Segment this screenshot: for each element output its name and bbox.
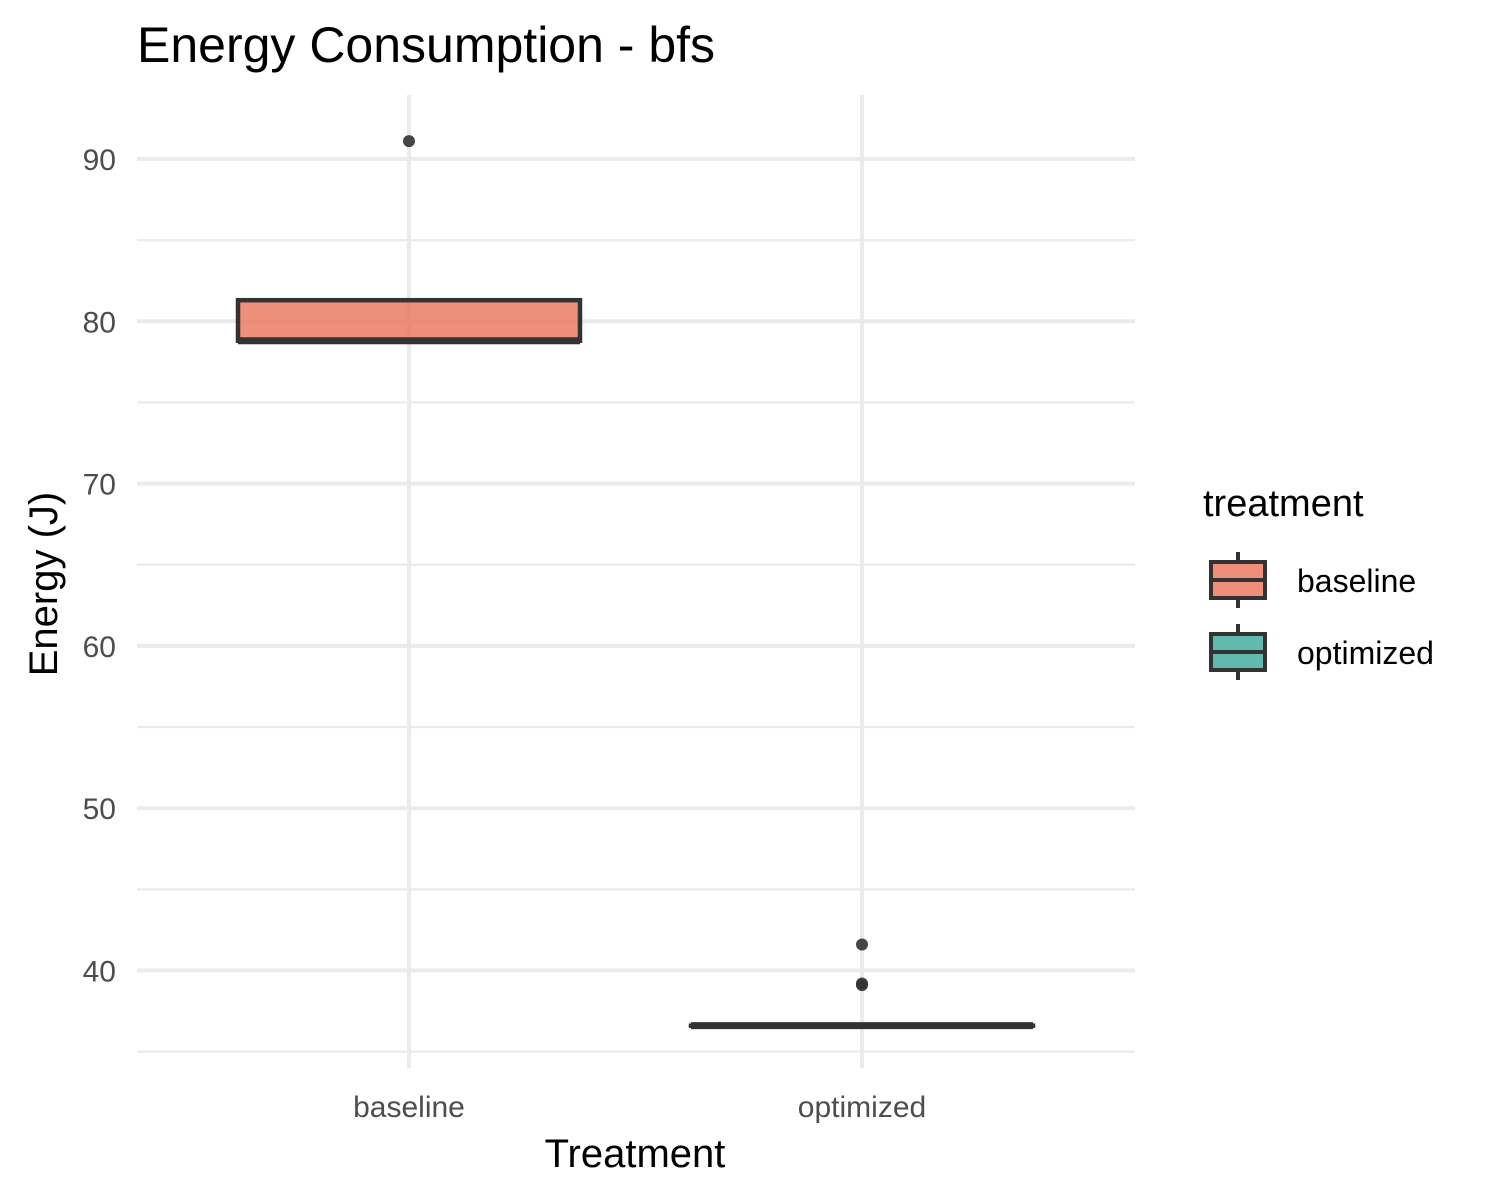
- legend: treatment baseline optimized: [1203, 483, 1434, 680]
- legend-label: baseline: [1297, 563, 1416, 599]
- legend-label: optimized: [1297, 635, 1434, 671]
- axis-ticks: 40 50 60 70 80 90 baseline optimized: [83, 144, 927, 1124]
- y-tick-label: 80: [83, 306, 116, 339]
- y-tick-label: 90: [83, 144, 116, 177]
- legend-item-baseline: baseline: [1209, 552, 1416, 608]
- grid: [137, 95, 1135, 1068]
- marks: [235, 135, 1036, 1030]
- chart-title: Energy Consumption - bfs: [137, 17, 715, 73]
- x-tick-label: baseline: [353, 1091, 465, 1124]
- outlier-point: [403, 135, 415, 148]
- outlier-point: [856, 977, 868, 990]
- box-body: [235, 297, 583, 344]
- y-tick-label: 40: [83, 956, 116, 989]
- x-axis-title: Treatment: [545, 1132, 726, 1176]
- x-tick-label: optimized: [798, 1091, 926, 1124]
- outlier-point: [856, 938, 868, 951]
- y-tick-label: 60: [83, 631, 116, 664]
- legend-item-optimized: optimized: [1209, 624, 1434, 680]
- y-tick-label: 70: [83, 469, 116, 502]
- box-optimized: [688, 938, 1036, 1030]
- box-baseline: [235, 135, 583, 345]
- y-tick-label: 50: [83, 793, 116, 826]
- y-axis-title: Energy (J): [22, 492, 66, 677]
- legend-title: treatment: [1203, 483, 1364, 525]
